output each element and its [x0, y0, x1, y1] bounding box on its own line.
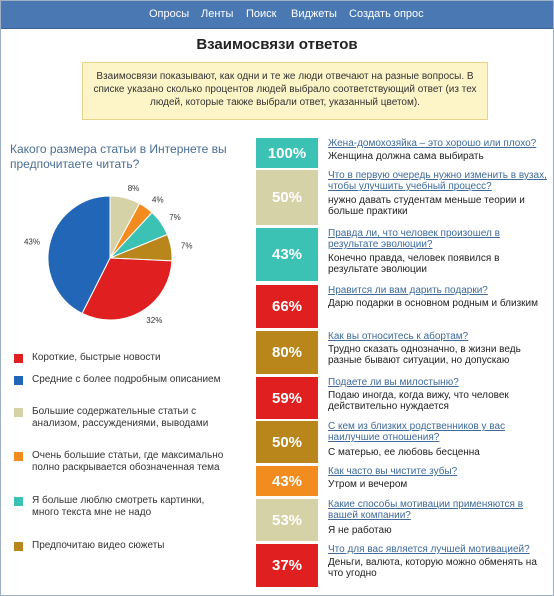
poll-question: Какого размера статьи в Интернете вы пре…: [10, 142, 227, 171]
percent-box: 50%: [256, 170, 318, 225]
related-question-link[interactable]: Подаете ли вы милостыню?: [328, 377, 459, 388]
result-row: 66% Нравится ли вам дарить подарки? Дарю…: [256, 285, 546, 328]
result-row: 80% Как вы относитесь к абортам? Трудно …: [256, 331, 546, 374]
related-question-link[interactable]: Что для вас является лучшей мотивацией?: [328, 544, 530, 555]
related-answer: С матерью, ее любовь бесценна: [328, 447, 480, 458]
pie-slice-label: 32%: [146, 316, 162, 325]
legend-swatch: [14, 497, 23, 506]
nav-widgets[interactable]: Виджеты: [291, 8, 337, 20]
legend-label: Средние с более подробным описанием: [32, 374, 221, 385]
legend-swatch: [14, 408, 23, 417]
legend-label: Я больше люблю смотреть картинки, много …: [32, 495, 205, 518]
related-answer: Трудно сказать однозначно, в жизни ведь …: [328, 344, 521, 366]
result-row: 50% Что в первую очередь нужно изменить …: [256, 170, 547, 225]
pie-slice: [47, 195, 111, 315]
related-question-link[interactable]: Как часто вы чистите зубы?: [328, 466, 458, 477]
related-question-link[interactable]: Что в первую очередь нужно изменить в ву…: [328, 170, 547, 192]
page-title: Взаимосвязи ответов: [196, 36, 358, 53]
result-row: 43% Правда ли, что человек произошел в р…: [256, 228, 546, 281]
related-question-link[interactable]: Жена-домохозяйка – это хорошо или плохо?: [328, 138, 537, 149]
legend-swatch: [14, 452, 23, 461]
result-row: 53% Какие способы мотивации применяются …: [256, 499, 546, 541]
pie-chart: 8% 4% 7% 7% 32% 43%: [24, 184, 193, 325]
percent-box: 80%: [256, 331, 318, 374]
percent-box: 37%: [256, 544, 318, 587]
nav-polls[interactable]: Опросы: [149, 8, 190, 20]
legend-swatch: [14, 354, 23, 363]
related-answer: Утром и вечером: [328, 479, 408, 490]
legend-label: Большие содержательные статьи с анализом…: [32, 406, 209, 429]
top-navbar: Опросы Ленты Поиск Виджеты Создать опрос: [1, 1, 553, 29]
legend-swatch: [14, 376, 23, 385]
related-answer: Женщина должна сама выбирать: [328, 151, 484, 162]
related-question-link[interactable]: Правда ли, что человек произошел в резул…: [328, 228, 500, 250]
related-question-link[interactable]: Какие способы мотивации применяются в ва…: [328, 499, 524, 521]
percent-box: 50%: [256, 421, 318, 463]
nav-create-poll[interactable]: Создать опрос: [349, 8, 424, 20]
legend-item-medium: Средние с более подробным описанием: [14, 374, 224, 400]
info-box: Взаимосвязи показывают, как одни и те же…: [82, 62, 488, 120]
related-question-link[interactable]: С кем из близких родственников у вас наи…: [328, 421, 506, 443]
percent-box: 53%: [256, 499, 318, 541]
legend-label: Очень большие статьи, где максимально по…: [32, 450, 224, 473]
percent-box: 43%: [256, 228, 318, 281]
pie-slice-label: 7%: [181, 242, 193, 251]
legend-item-large: Большие содержательные статьи с анализом…: [14, 406, 224, 444]
legend-item-video: Предпочитаю видео сюжеты: [14, 540, 224, 554]
related-answer: Подаю иногда, когда вижу, что человек де…: [328, 390, 509, 412]
legend-label: Короткие, быстрые новости: [32, 352, 161, 363]
pie-slice-label: 43%: [24, 237, 40, 246]
legend-label: Предпочитаю видео сюжеты: [32, 540, 165, 551]
nav-search[interactable]: Поиск: [246, 8, 277, 20]
percent-box: 43%: [256, 466, 318, 496]
related-answer: Конечно правда, человек появился в резул…: [328, 253, 500, 275]
pie-slice-label: 8%: [128, 184, 140, 193]
pie-slice-label: 7%: [169, 213, 181, 222]
legend-swatch: [14, 542, 23, 551]
related-question-link[interactable]: Как вы относитесь к абортам?: [328, 331, 469, 342]
related-question-link[interactable]: Нравится ли вам дарить подарки?: [328, 285, 488, 296]
percent-box: 66%: [256, 285, 318, 328]
result-row: 37% Что для вас является лучшей мотиваци…: [256, 544, 546, 587]
related-answer: Я не работаю: [328, 525, 392, 536]
related-answer: Деньги, валюта, которую можно обменять н…: [328, 557, 537, 579]
percent-box: 100%: [256, 138, 318, 168]
pie-slice-label: 4%: [152, 196, 164, 205]
result-row: 100% Жена-домохозяйка – это хорошо или п…: [256, 138, 546, 168]
legend-item-very-large: Очень большие статьи, где максимально по…: [14, 450, 224, 488]
result-row: 43% Как часто вы чистите зубы? Утром и в…: [256, 466, 546, 496]
legend-item-short: Короткие, быстрые новости: [14, 352, 224, 366]
percent-box: 59%: [256, 377, 318, 419]
result-row: 50% С кем из близких родственников у вас…: [256, 421, 546, 463]
pie-slice: [81, 257, 173, 321]
nav-feeds[interactable]: Ленты: [201, 8, 234, 20]
legend-item-pictures: Я больше люблю смотреть картинки, много …: [14, 495, 224, 533]
result-row: 59% Подаете ли вы милостыню? Подаю иногд…: [256, 377, 546, 419]
related-answer: нужно давать студентам меньше теории и б…: [328, 195, 525, 217]
related-answer: Дарю подарки в основном родным и близким: [328, 298, 538, 309]
